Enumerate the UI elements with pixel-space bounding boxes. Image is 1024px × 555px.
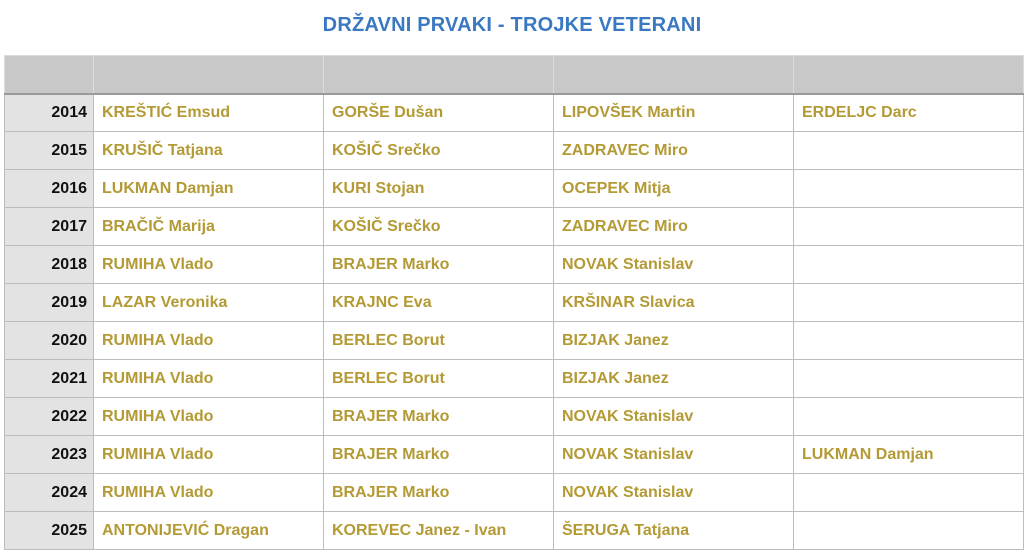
player-cell <box>793 321 1024 360</box>
player-cell <box>793 245 1024 284</box>
table-header-row <box>4 55 1024 94</box>
table-row: 2017 BRAČIČ Marija KOŠIČ Srečko ZADRAVEC Mi… <box>4 207 1024 246</box>
player-cell: BERLEC Borut <box>323 359 554 398</box>
player-cell: BRAJER Marko <box>323 397 554 436</box>
table-row: 2015 KRUŠIČ Tatjana KOŠIČ Srečko ZADRAVEC M… <box>4 131 1024 170</box>
year-cell: 2019 <box>4 283 94 322</box>
header-cell-player-3 <box>553 55 794 94</box>
player-cell: BRAČIČ Marija <box>93 207 324 246</box>
table-row: 2016 LUKMAN Damjan KURI Stojan OCEPEK Mitja <box>4 169 1024 208</box>
table-row: 2018 RUMIHA Vlado BRAJER Marko NOVAK Stanis… <box>4 245 1024 284</box>
player-cell: LIPOVŠEK Martin <box>553 92 794 132</box>
year-cell: 2022 <box>4 397 94 436</box>
player-cell: LUKMAN Damjan <box>93 169 324 208</box>
player-cell: KOREVEC Janez - Ivan <box>323 511 554 550</box>
player-cell: RUMIHA Vlado <box>93 359 324 398</box>
player-cell: RUMIHA Vlado <box>93 321 324 360</box>
header-cell-year <box>4 55 94 94</box>
table-row: 2014 KREŠTIĆ Emsud GORŠE Dušan LIPOVŠEK Mar… <box>4 92 1024 132</box>
player-cell <box>793 169 1024 208</box>
player-cell: RUMIHA Vlado <box>93 473 324 512</box>
player-cell: GORŠE Dušan <box>323 92 554 132</box>
player-cell: RUMIHA Vlado <box>93 435 324 474</box>
player-cell <box>793 359 1024 398</box>
player-cell: BRAJER Marko <box>323 245 554 284</box>
year-cell: 2016 <box>4 169 94 208</box>
player-cell: RUMIHA Vlado <box>93 245 324 284</box>
header-cell-player-2 <box>323 55 554 94</box>
year-cell: 2021 <box>4 359 94 398</box>
player-cell: NOVAK Stanislav <box>553 435 794 474</box>
player-cell <box>793 207 1024 246</box>
player-cell <box>793 473 1024 512</box>
player-cell: BIZJAK Janez <box>553 321 794 360</box>
year-cell: 2014 <box>4 92 94 132</box>
year-cell: 2017 <box>4 207 94 246</box>
header-cell-player-1 <box>93 55 324 94</box>
player-cell: ERDELJC Darc <box>793 92 1024 132</box>
table-body: 2014 KREŠTIĆ Emsud GORŠE Dušan LIPOVŠEK Mar… <box>4 92 1024 550</box>
header-cell-player-4 <box>793 55 1024 94</box>
player-cell: KRŠINAR Slavica <box>553 283 794 322</box>
table-row: 2023 RUMIHA Vlado BRAJER Marko NOVAK Stanis… <box>4 435 1024 474</box>
player-cell: BRAJER Marko <box>323 435 554 474</box>
player-cell: NOVAK Stanislav <box>553 397 794 436</box>
table-row: 2022 RUMIHA Vlado BRAJER Marko NOVAK Stanis… <box>4 397 1024 436</box>
table-row: 2019 LAZAR Veronika KRAJNC Eva KRŠINAR Slav… <box>4 283 1024 322</box>
champions-table: 2014 KREŠTIĆ Emsud GORŠE Dušan LIPOVŠEK Mar… <box>4 55 1024 550</box>
player-cell: ANTONIJEVIĆ Dragan <box>93 511 324 550</box>
table-row: 2025 ANTONIJEVIĆ Dragan KOREVEC Janez - Iv… <box>4 511 1024 550</box>
year-cell: 2020 <box>4 321 94 360</box>
year-cell: 2018 <box>4 245 94 284</box>
player-cell: KURI Stojan <box>323 169 554 208</box>
player-cell: ZADRAVEC Miro <box>553 207 794 246</box>
player-cell <box>793 283 1024 322</box>
player-cell <box>793 397 1024 436</box>
player-cell: KRAJNC Eva <box>323 283 554 322</box>
player-cell: BIZJAK Janez <box>553 359 794 398</box>
table-row: 2021 RUMIHA Vlado BERLEC Borut BIZJAK Janez <box>4 359 1024 398</box>
player-cell: KRUŠIČ Tatjana <box>93 131 324 170</box>
player-cell <box>793 511 1024 550</box>
page-title: DRŽAVNI PRVAKI - TROJKE VETERANI <box>322 14 702 36</box>
table-row: 2020 RUMIHA Vlado BERLEC Borut BIZJAK Janez <box>4 321 1024 360</box>
player-cell: KOŠIČ Srečko <box>323 131 554 170</box>
player-cell: ŠERUGA Tatjana <box>553 511 794 550</box>
year-cell: 2025 <box>4 511 94 550</box>
player-cell: KREŠTIĆ Emsud <box>93 92 324 132</box>
player-cell: NOVAK Stanislav <box>553 245 794 284</box>
player-cell <box>793 131 1024 170</box>
player-cell: NOVAK Stanislav <box>553 473 794 512</box>
player-cell: LAZAR Veronika <box>93 283 324 322</box>
year-cell: 2023 <box>4 435 94 474</box>
year-cell: 2015 <box>4 131 94 170</box>
player-cell: OCEPEK Mitja <box>553 169 794 208</box>
table-row: 2024 RUMIHA Vlado BRAJER Marko NOVAK Stanis… <box>4 473 1024 512</box>
player-cell: KOŠIČ Srečko <box>323 207 554 246</box>
year-cell: 2024 <box>4 473 94 512</box>
player-cell: LUKMAN Damjan <box>793 435 1024 474</box>
player-cell: BERLEC Borut <box>323 321 554 360</box>
player-cell: ZADRAVEC Miro <box>553 131 794 170</box>
player-cell: RUMIHA Vlado <box>93 397 324 436</box>
player-cell: BRAJER Marko <box>323 473 554 512</box>
